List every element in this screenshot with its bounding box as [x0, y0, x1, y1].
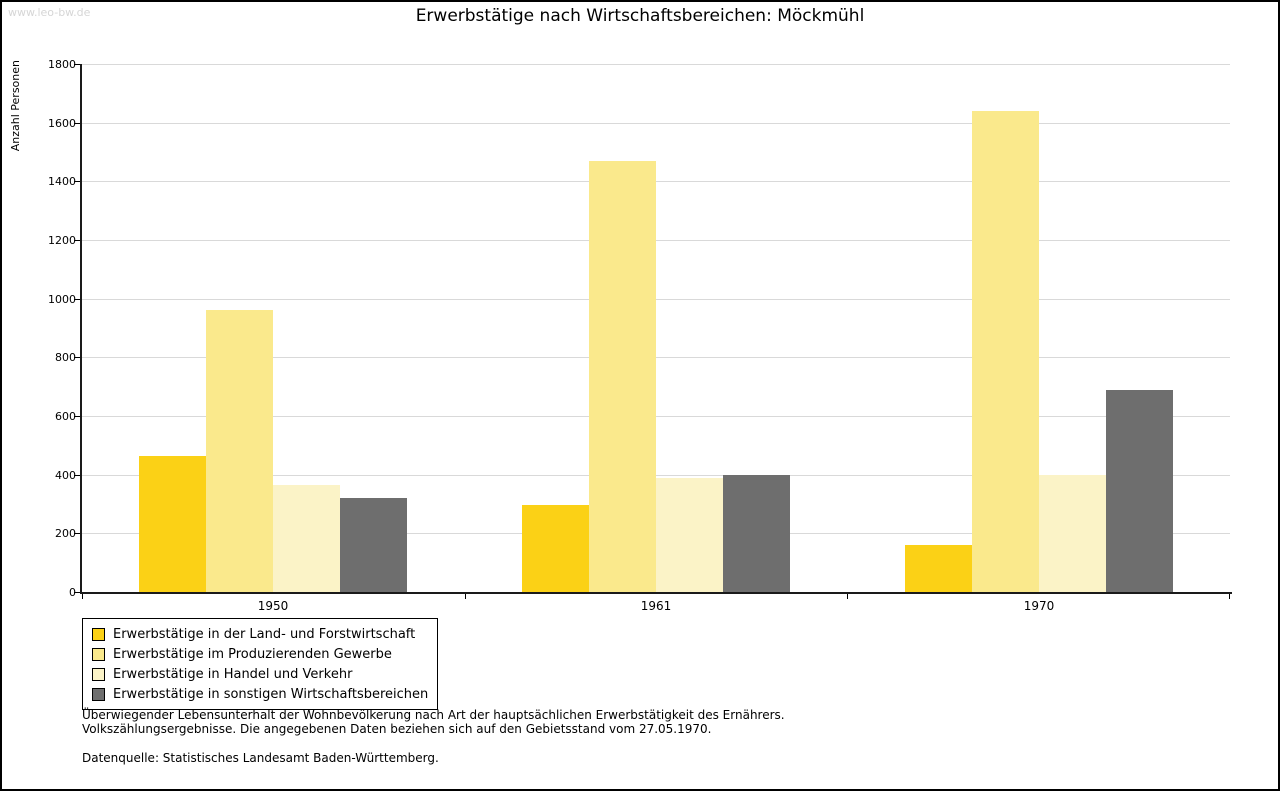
- footnote-line-1: Überwiegender Lebensunterhalt der Wohnbe…: [82, 708, 785, 722]
- gridline: [82, 298, 1230, 300]
- bar-1961-series4: [723, 475, 790, 592]
- legend-item: Erwerbstätige in sonstigen Wirtschaftsbe…: [92, 684, 428, 704]
- legend-swatch: [92, 627, 105, 641]
- y-tick-label: 600: [55, 410, 76, 423]
- bar-1970-series4: [1106, 390, 1173, 592]
- bar-1961-series2: [589, 161, 656, 592]
- x-axis-line: [80, 592, 1232, 594]
- legend-swatch: [92, 647, 105, 661]
- y-tick-label: 400: [55, 468, 76, 482]
- bar-1970-series1: [905, 545, 972, 592]
- y-tick-label: 1200: [48, 234, 76, 247]
- bar-1950-series4: [340, 498, 407, 592]
- y-tick-mark: [74, 592, 80, 593]
- x-tick-label: 1950: [257, 599, 289, 613]
- footnote-block: Überwiegender Lebensunterhalt der Wohnbe…: [82, 708, 785, 736]
- y-tick-mark: [74, 474, 80, 476]
- x-tick-label: 1970: [1023, 599, 1055, 613]
- y-tick-label: 1600: [48, 116, 76, 130]
- gridline: [82, 64, 1230, 65]
- legend-label: Erwerbstätige in der Land- und Forstwirt…: [113, 626, 416, 642]
- x-tick-label: 1961: [640, 599, 672, 613]
- gridline: [82, 474, 1230, 476]
- gridline: [82, 357, 1230, 359]
- x-tick-mark: [1229, 594, 1230, 599]
- y-tick-mark: [74, 416, 80, 417]
- bar-1961-series1: [522, 505, 589, 592]
- footnote-line-2: Volkszählungsergebnisse. Die angegebenen…: [82, 721, 712, 736]
- legend-swatch: [92, 687, 105, 701]
- y-tick-label: 1000: [48, 292, 76, 306]
- y-tick-label: 800: [55, 351, 76, 365]
- x-tick-mark: [847, 594, 848, 599]
- legend-item: Erwerbstätige in der Land- und Forstwirt…: [92, 624, 428, 644]
- y-tick-mark: [74, 240, 80, 241]
- legend-item: Erwerbstätige in Handel und Verkehr: [92, 664, 428, 684]
- bar-1970-series3: [1039, 475, 1106, 592]
- plot-area: [82, 64, 1230, 592]
- y-tick-mark: [74, 122, 80, 124]
- y-tick-mark: [74, 357, 80, 359]
- gridline: [82, 181, 1230, 183]
- bar-1970-series2: [972, 111, 1039, 592]
- bar-1950-series1: [139, 456, 206, 592]
- legend: Erwerbstätige in der Land- und Forstwirt…: [82, 618, 439, 710]
- legend-item: Erwerbstätige im Produzierenden Gewerbe: [92, 644, 428, 664]
- y-axis-label: Anzahl Personen: [9, 60, 22, 152]
- x-tick-mark: [82, 594, 83, 599]
- legend-label: Erwerbstätige in Handel und Verkehr: [113, 666, 353, 682]
- bar-1950-series2: [206, 310, 273, 592]
- y-tick-mark: [74, 181, 80, 183]
- gridline: [82, 122, 1230, 124]
- legend-label: Erwerbstätige in sonstigen Wirtschaftsbe…: [113, 686, 429, 702]
- bar-1950-series3: [273, 485, 340, 592]
- watermark: www.leo-bw.de: [8, 6, 91, 19]
- bar-1961-series3: [656, 478, 723, 592]
- y-tick-label: 1400: [48, 175, 76, 189]
- chart-title: Erwerbstätige nach Wirtschaftsbereichen:…: [415, 6, 865, 26]
- y-tick-label: 200: [55, 527, 76, 541]
- data-source-note: Datenquelle: Statistisches Landesamt Bad…: [82, 751, 439, 765]
- legend-label: Erwerbstätige im Produzierenden Gewerbe: [113, 646, 392, 662]
- x-tick-mark: [465, 594, 466, 599]
- y-tick-label: 0: [69, 586, 76, 599]
- y-tick-mark: [74, 64, 80, 65]
- gridline: [82, 416, 1230, 417]
- y-tick-mark: [74, 298, 80, 300]
- gridline: [82, 240, 1230, 241]
- y-tick-label: 1800: [48, 58, 76, 71]
- y-tick-mark: [74, 533, 80, 535]
- legend-swatch: [92, 667, 105, 681]
- y-axis-line: [80, 64, 82, 594]
